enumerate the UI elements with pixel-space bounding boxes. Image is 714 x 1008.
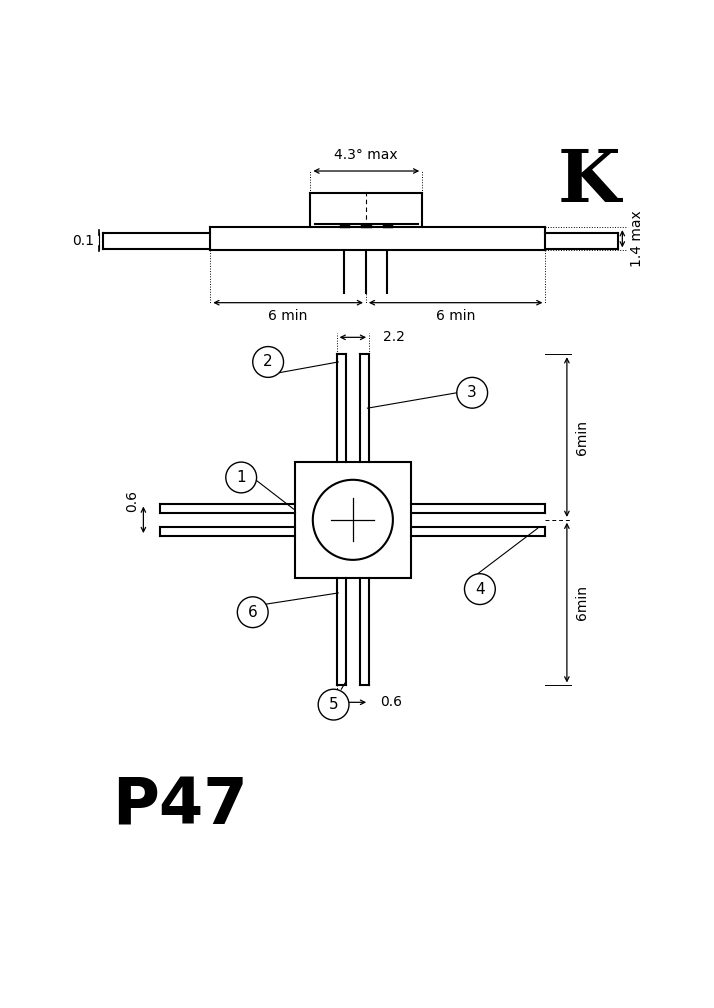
Text: 6 min: 6 min (436, 308, 476, 323)
Text: 0.6: 0.6 (380, 696, 402, 710)
Text: 5: 5 (328, 698, 338, 712)
Text: 2: 2 (263, 355, 273, 370)
Text: 4: 4 (475, 582, 485, 597)
Text: 4.3° max: 4.3° max (334, 148, 398, 161)
Text: 6 min: 6 min (268, 308, 308, 323)
Circle shape (226, 462, 256, 493)
Text: 0.1: 0.1 (72, 234, 94, 248)
Circle shape (457, 377, 488, 408)
Circle shape (237, 597, 268, 628)
Text: 1: 1 (236, 470, 246, 485)
Circle shape (313, 480, 393, 559)
Text: K: K (558, 146, 620, 218)
Circle shape (253, 347, 283, 377)
Circle shape (318, 689, 349, 720)
Circle shape (465, 574, 496, 605)
Text: 1.4 max: 1.4 max (630, 211, 644, 267)
Text: 0.6: 0.6 (125, 490, 139, 512)
Text: 6min: 6min (575, 585, 588, 620)
Text: 2.2: 2.2 (383, 331, 405, 345)
Text: 6min: 6min (575, 419, 588, 455)
Text: 6: 6 (248, 605, 258, 620)
Text: P47: P47 (113, 775, 248, 837)
Bar (295, 462, 411, 578)
Text: 3: 3 (467, 385, 477, 400)
